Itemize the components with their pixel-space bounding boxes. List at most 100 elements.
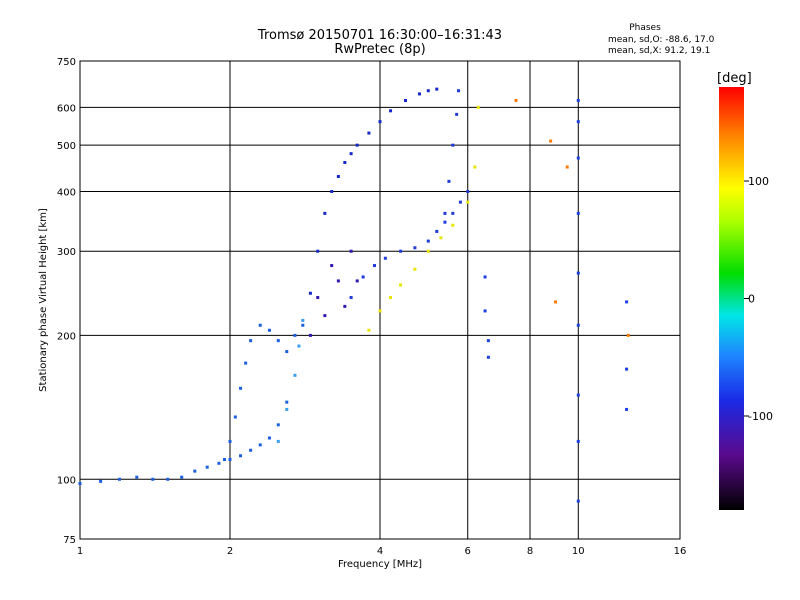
data-point — [249, 339, 253, 343]
series-6 — [443, 89, 461, 215]
data-point — [576, 120, 580, 124]
data-point — [439, 236, 443, 240]
data-point — [378, 309, 382, 313]
data-point — [330, 189, 334, 193]
data-point — [435, 229, 439, 233]
series-0 — [78, 400, 289, 485]
data-point — [117, 477, 121, 481]
data-point — [483, 275, 487, 279]
data-point — [443, 220, 447, 224]
y-axis-ticks: 75 100 200 300 400 500 600 750 — [57, 57, 76, 546]
x-tick-label: 6 — [465, 546, 471, 557]
data-point — [308, 333, 312, 337]
data-point — [355, 143, 359, 147]
series-4 — [308, 249, 359, 337]
data-point — [473, 165, 477, 169]
data-point — [276, 339, 280, 343]
data-point — [285, 400, 289, 404]
y-tick-label: 750 — [57, 57, 76, 68]
data-point — [349, 152, 353, 156]
data-point — [361, 275, 365, 279]
x-tick-label: 16 — [674, 546, 687, 557]
data-point — [135, 475, 139, 479]
data-point — [180, 475, 184, 479]
series-5 — [349, 189, 470, 300]
data-point — [308, 291, 312, 295]
data-point — [576, 271, 580, 275]
data-point — [576, 439, 580, 443]
data-point — [239, 386, 243, 390]
series-3 — [308, 87, 439, 295]
data-point — [383, 256, 387, 260]
data-point — [625, 367, 629, 371]
data-point — [576, 99, 580, 103]
colorbar-ticks: 100 0 -100 — [744, 175, 773, 423]
data-point — [457, 89, 461, 93]
x-tick-label: 2 — [227, 546, 233, 557]
data-point — [625, 407, 629, 411]
series-8 — [483, 99, 629, 503]
grid-lines — [80, 61, 680, 539]
data-point — [349, 249, 353, 253]
data-point — [297, 344, 301, 348]
data-point — [355, 279, 359, 283]
data-point — [293, 333, 297, 337]
data-point — [276, 423, 280, 427]
data-point — [217, 461, 221, 465]
y-tick-label: 300 — [57, 247, 76, 258]
x-tick-label: 4 — [377, 546, 383, 557]
data-point — [316, 249, 320, 253]
chart-subtitle: RwPretec (8p) — [334, 42, 425, 57]
data-point — [576, 499, 580, 503]
data-point — [336, 174, 340, 178]
data-point — [228, 439, 232, 443]
data-point — [323, 211, 327, 215]
data-point — [565, 165, 569, 169]
data-point — [193, 469, 197, 473]
data-point — [451, 211, 455, 215]
data-point — [403, 99, 407, 103]
data-point — [343, 160, 347, 164]
colorbar-tick-label: -100 — [748, 410, 773, 423]
data-point — [576, 211, 580, 215]
data-point — [451, 223, 455, 227]
colorbar — [719, 87, 744, 510]
stats-line-o: mean, sd,O: -88.6, 17.0 — [608, 35, 715, 45]
stats-heading: Phases — [629, 23, 661, 33]
data-point — [466, 189, 470, 193]
colorbar-tick-label: 0 — [748, 293, 755, 306]
data-point — [323, 314, 327, 318]
x-tick-label: 1 — [77, 546, 83, 557]
series-9 — [514, 99, 630, 337]
data-point — [285, 407, 289, 411]
data-point — [626, 333, 630, 337]
data-point — [316, 296, 320, 300]
y-tick-label: 400 — [57, 187, 76, 198]
data-point — [458, 200, 462, 204]
data-point — [367, 328, 371, 332]
series-2 — [276, 318, 305, 443]
data-point — [285, 350, 289, 354]
data-point — [426, 89, 430, 93]
data-point — [343, 304, 347, 308]
data-point — [443, 211, 447, 215]
data-point — [301, 323, 305, 327]
y-tick-label: 100 — [57, 475, 76, 486]
stats-line-x: mean, sd,X: 91.2, 19.1 — [608, 46, 710, 56]
x-tick-label: 10 — [572, 546, 585, 557]
data-point — [486, 355, 490, 359]
series-1 — [223, 323, 305, 461]
data-point — [258, 443, 262, 447]
chart-title: Tromsø 20150701 16:30:00–16:31:43 — [257, 28, 502, 43]
data-point — [244, 361, 248, 365]
data-point — [426, 239, 430, 243]
data-point — [293, 373, 297, 377]
data-point — [553, 300, 557, 304]
colorbar-label: [deg] — [717, 71, 752, 86]
data-point — [514, 99, 518, 103]
data-point — [447, 179, 451, 183]
data-point — [466, 200, 470, 204]
data-point — [576, 156, 580, 160]
data-point — [399, 249, 403, 253]
